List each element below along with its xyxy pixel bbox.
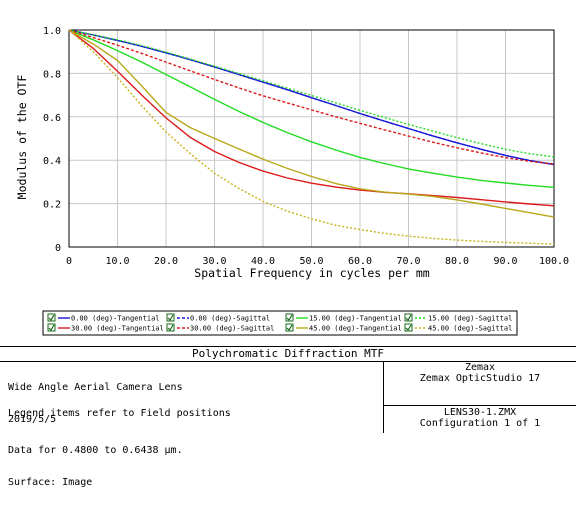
legend-checkbox[interactable] [166, 323, 175, 332]
info-panel: Polychromatic Diffraction MTF Wide Angle… [0, 346, 576, 487]
legend-checkbox[interactable] [285, 313, 294, 322]
legend-label: 45.00 (deg)-Tangential [309, 325, 402, 333]
legend-checkbox[interactable] [47, 313, 56, 322]
mtf-chart: 0 10.0 20.0 30.0 40.0 50.0 60.0 70.0 80.0 90.0 100… [15, 26, 569, 336]
checkmark-icon [48, 324, 55, 331]
series-line-1 [68, 29, 555, 166]
series-line-5 [68, 29, 555, 165]
legend-note: Legend items refer to Field positions [8, 408, 231, 419]
file-info: LENS30-1.ZMX Configuration 1 of 1 [384, 407, 576, 429]
y-tick-label: 0.2 [43, 200, 61, 211]
legend-checkbox[interactable] [404, 323, 413, 332]
software-name: Zemax OpticStudio 17 [419, 373, 541, 384]
y-tick-label: 1.0 [43, 26, 61, 37]
x-tick-label: 70.0 [396, 256, 420, 267]
series-line-6 [68, 29, 555, 218]
series-line-7 [68, 29, 555, 245]
y-axis-title: Modulus of the OTF [15, 75, 29, 200]
x-tick-label: 90.0 [493, 256, 517, 267]
configuration-label: Configuration 1 of 1 [419, 418, 541, 429]
lens-info: Wide Angle Aerial Camera Lens 2019/5/5 D… [8, 362, 378, 520]
legend-checkbox[interactable] [166, 313, 175, 322]
checkmark-icon [286, 324, 293, 331]
y-tick-label: 0.6 [43, 113, 61, 124]
report-date: 2019/5/5 [8, 413, 57, 425]
x-tick-label: 60.0 [348, 256, 372, 267]
x-tick-label: 0 [66, 256, 72, 267]
info-divider-vertical [383, 362, 384, 433]
legend-checkbox[interactable] [404, 313, 413, 322]
chart-legend: 0.00 (deg)-Tangential 0.00 (deg)-Sagittal… [42, 310, 518, 336]
checkmark-icon [405, 314, 412, 321]
y-tick-label: 0.4 [43, 156, 61, 167]
checkmark-icon [286, 314, 293, 321]
legend-label: 30.00 (deg)-Tangential [71, 325, 164, 333]
legend-label: 0.00 (deg)-Sagittal [190, 315, 270, 323]
mtf-report: 0 10.0 20.0 30.0 40.0 50.0 60.0 70.0 80.0 90.0 100… [0, 26, 576, 487]
x-tick-label: 50.0 [299, 256, 323, 267]
x-tick-label: 100.0 [539, 256, 569, 267]
legend-label: 15.00 (deg)-Tangential [309, 315, 402, 323]
x-tick-label: 10.0 [105, 256, 129, 267]
checkmark-icon [48, 314, 55, 321]
x-tick-label: 30.0 [202, 256, 226, 267]
legend-label: 15.00 (deg)-Sagittal [428, 315, 512, 323]
software-info: Zemax Zemax OpticStudio 17 [384, 362, 576, 384]
info-divider-horizontal [384, 405, 576, 406]
series-line-2 [68, 29, 555, 188]
series-line-4 [68, 29, 555, 207]
y-tick-label: 0.8 [43, 69, 61, 80]
wavelength-range: Data for 0.4800 to 0.6438 µm. [8, 445, 183, 456]
x-tick-label: 40.0 [251, 256, 275, 267]
surface-label: Surface: Image [8, 476, 93, 488]
legend-label: 0.00 (deg)-Tangential [71, 315, 160, 323]
lens-name: Wide Angle Aerial Camera Lens [8, 382, 183, 393]
chart-series-lines [68, 29, 555, 245]
report-title: Polychromatic Diffraction MTF [0, 347, 576, 362]
legend-frame [42, 310, 518, 336]
x-tick-label: 20.0 [154, 256, 178, 267]
x-axis-title: Spatial Frequency in cycles per mm [194, 266, 429, 280]
legend-checkbox[interactable] [47, 323, 56, 332]
chart-tick-labels: 0 10.0 20.0 30.0 40.0 50.0 60.0 70.0 80.0 90.0 100… [43, 26, 569, 267]
x-tick-label: 80.0 [445, 256, 469, 267]
plot-frame [68, 29, 555, 248]
chart-axes [68, 29, 555, 248]
checkmark-icon [167, 314, 174, 321]
file-name: LENS30-1.ZMX [443, 407, 517, 418]
y-tick-label: 0 [55, 243, 61, 254]
checkmark-icon [167, 324, 174, 331]
checkmark-icon [405, 324, 412, 331]
legend-label: 45.00 (deg)-Sagittal [428, 325, 512, 333]
legend-label: 30.00 (deg)-Sagittal [190, 325, 274, 333]
legend-checkbox[interactable] [285, 323, 294, 332]
company-name: Zemax [464, 362, 496, 373]
